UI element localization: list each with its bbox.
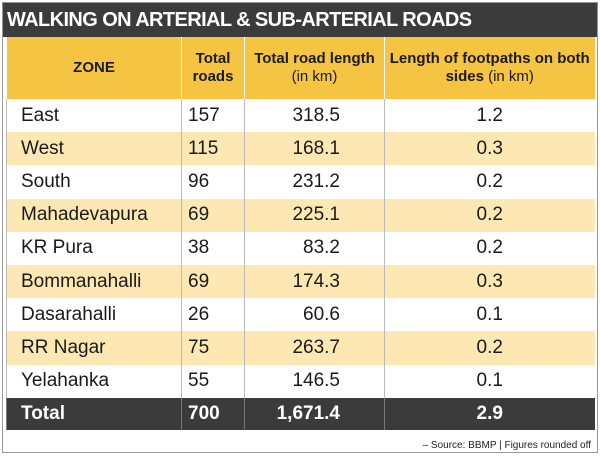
header-text: ZONE bbox=[73, 59, 115, 76]
cell: 168.1 bbox=[244, 132, 385, 166]
total-cell: 1,671.4 bbox=[244, 397, 385, 430]
header-unit: (in km) bbox=[291, 68, 338, 85]
table-row: Dasarahalli 26 60.6 0.1 bbox=[6, 298, 595, 332]
header-text: Total road length bbox=[254, 50, 375, 67]
cell: 69 bbox=[181, 264, 245, 299]
cell: 60.6 bbox=[244, 298, 385, 332]
data-table: ZONE Total roads Total road length (in km)… bbox=[6, 37, 595, 430]
header-row: ZONE Total roads Total road length (in km)… bbox=[6, 37, 595, 99]
zone-cell: RR Nagar bbox=[6, 331, 182, 365]
table-row: Bommanahalli 69 174.3 0.3 bbox=[6, 264, 595, 299]
cell: 0.2 bbox=[384, 231, 595, 265]
header-text: Length of footpaths on both sides bbox=[389, 50, 590, 85]
table-row: Mahadevapura 69 225.1 0.2 bbox=[6, 198, 595, 232]
column-header: ZONE bbox=[6, 37, 182, 99]
zone-cell: East bbox=[6, 99, 182, 133]
table-body: East 157 318.5 1.2 West 115 168.1 0.3 South 96 231… bbox=[6, 99, 595, 430]
cell: 96 bbox=[181, 165, 245, 199]
table-row: RR Nagar 75 263.7 0.2 bbox=[6, 331, 595, 365]
cell: 0.1 bbox=[384, 298, 595, 332]
zone-cell: KR Pura bbox=[6, 231, 182, 265]
header-unit: (in km) bbox=[488, 68, 534, 85]
cell: 69 bbox=[181, 198, 245, 232]
total-row: Total 700 1,671.4 2.9 bbox=[6, 397, 595, 430]
cell: 174.3 bbox=[244, 264, 385, 299]
cell: 55 bbox=[181, 364, 245, 398]
column-header: Length of footpaths on both sides (in km… bbox=[384, 37, 595, 99]
total-cell: 2.9 bbox=[384, 397, 595, 430]
zone-cell: West bbox=[6, 132, 182, 166]
zone-cell: Yelahanka bbox=[6, 364, 182, 398]
cell: 75 bbox=[181, 331, 245, 365]
zone-cell: Mahadevapura bbox=[6, 198, 182, 232]
cell: 0.2 bbox=[384, 165, 595, 199]
zone-cell: Dasarahalli bbox=[6, 298, 182, 332]
table-row: South 96 231.2 0.2 bbox=[6, 165, 595, 199]
cell: 0.3 bbox=[384, 132, 595, 166]
table-row: KR Pura 38 83.2 0.2 bbox=[6, 231, 595, 265]
cell: 26 bbox=[181, 298, 245, 332]
cell: 0.2 bbox=[384, 331, 595, 365]
cell: 115 bbox=[181, 132, 245, 166]
title: WALKING ON ARTERIAL & SUB-ARTERIAL ROADS bbox=[3, 3, 597, 37]
column-header: Total road length (in km) bbox=[244, 37, 385, 99]
cell: 225.1 bbox=[244, 198, 385, 232]
cell: 263.7 bbox=[244, 331, 385, 365]
zone-cell: Bommanahalli bbox=[6, 264, 182, 299]
table-row: West 115 168.1 0.3 bbox=[6, 132, 595, 166]
cell: 1.2 bbox=[384, 99, 595, 133]
cell: 0.2 bbox=[384, 198, 595, 232]
header-text: Total roads bbox=[192, 50, 234, 85]
cell: 157 bbox=[181, 99, 245, 133]
table-row: Yelahanka 55 146.5 0.1 bbox=[6, 364, 595, 398]
cell: 146.5 bbox=[244, 364, 385, 398]
total-cell: Total bbox=[6, 397, 182, 430]
cell: 231.2 bbox=[244, 165, 385, 199]
total-cell: 700 bbox=[181, 397, 245, 430]
source-note: – Source: BBMP | Figures rounded off bbox=[422, 440, 591, 451]
table-row: East 157 318.5 1.2 bbox=[6, 99, 595, 133]
zone-cell: South bbox=[6, 165, 182, 199]
column-header: Total roads bbox=[181, 37, 245, 99]
cell: 38 bbox=[181, 231, 245, 265]
cell: 0.1 bbox=[384, 364, 595, 398]
cell: 83.2 bbox=[244, 231, 385, 265]
cell: 0.3 bbox=[384, 264, 595, 299]
cell: 318.5 bbox=[244, 99, 385, 133]
